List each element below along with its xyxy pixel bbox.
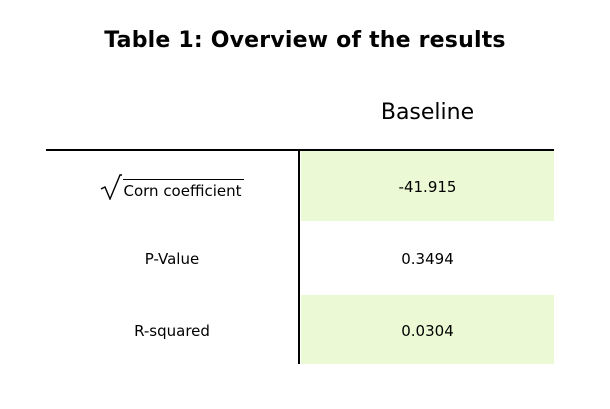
column-header-baseline: Baseline [380, 100, 475, 125]
row-label-text: Corn coefficient [123, 179, 244, 200]
sqrt-expression: Corn coefficient [100, 174, 244, 200]
table-cell-value: 0.0304 [401, 322, 454, 340]
table-vertical-rule [298, 150, 300, 364]
table-cell-value: -41.915 [398, 178, 457, 196]
table-top-rule [46, 149, 554, 151]
table-title: Table 1: Overview of the results [104, 28, 506, 53]
table-row-label: Corn coefficient [46, 151, 298, 223]
table-cell-value: 0.3494 [401, 250, 454, 268]
table-row-label: P-Value [144, 250, 200, 268]
shaded-cell-row-1 [301, 151, 554, 221]
square-root-icon [101, 174, 123, 200]
shaded-cell-row-3 [301, 295, 554, 364]
table-row-label: R-squared [134, 322, 210, 340]
